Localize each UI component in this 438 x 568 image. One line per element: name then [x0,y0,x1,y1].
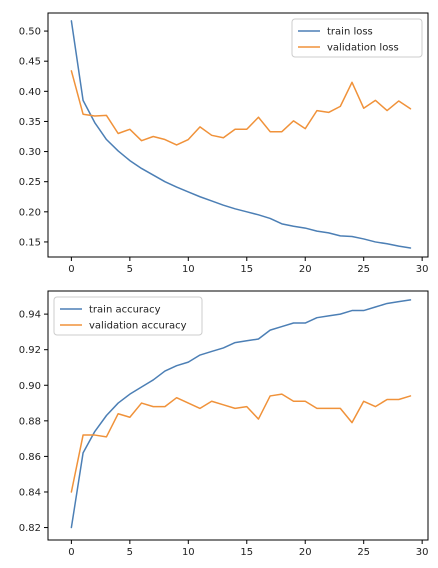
accuracy-x-tick-label: 15 [240,547,253,558]
accuracy-y-tick-label: 0.86 [19,452,41,463]
loss-chart: 0 5 10 15 20 25 30 0.15 0.20 0.25 0.30 0.35 0.40 0.45… [19,12,429,275]
loss-x-tick-label: 10 [182,264,195,275]
accuracy-y-tick-label: 0.82 [19,523,41,534]
accuracy-series-validation-line [70,393,412,493]
loss-legend: train loss validation loss [291,18,423,58]
accuracy-x-tick-label: 25 [357,547,370,558]
loss-x-tick-label: 20 [299,264,312,275]
accuracy-x-tick-label: 10 [182,547,195,558]
loss-y-tick-label: 0.40 [19,87,41,98]
loss-series-validation-line [70,70,412,146]
accuracy-y-tick-label: 0.90 [19,381,41,392]
accuracy-y-tick-label: 0.94 [19,310,41,321]
loss-y-tick-label: 0.50 [19,27,41,38]
loss-y-tick-label: 0.20 [19,207,41,218]
accuracy-legend: train accuracy validation accuracy [53,296,203,336]
loss-x-tick-label: 0 [68,264,74,275]
accuracy-y-tick-label: 0.88 [19,416,41,427]
accuracy-legend-label-validation: validation accuracy [89,321,187,332]
accuracy-x-tick-label: 0 [68,547,74,558]
loss-y-tick-label: 0.15 [19,237,41,248]
loss-axes-frame [47,12,429,258]
accuracy-x-tick-label: 5 [127,547,133,558]
accuracy-series-train-line [70,299,412,529]
accuracy-chart: 0 5 10 15 20 25 30 0.82 0.84 0.86 0.88 0.90 0.92 0.94… [19,290,429,558]
accuracy-x-tick-label: 30 [416,547,429,558]
loss-y-tick-label: 0.45 [19,57,41,68]
loss-x-tick-label: 25 [357,264,370,275]
accuracy-y-tick-label: 0.84 [19,487,41,498]
loss-y-tick-label: 0.35 [19,117,41,128]
accuracy-legend-box [53,296,203,336]
loss-y-tick-label: 0.25 [19,177,41,188]
loss-legend-box [291,18,423,58]
loss-series-train-line [70,20,412,249]
accuracy-x-tick-label: 20 [299,547,312,558]
accuracy-y-tick-label: 0.92 [19,345,41,356]
accuracy-axes-frame [47,290,429,541]
loss-legend-label-train: train loss [327,27,373,38]
loss-x-tick-label: 30 [416,264,429,275]
loss-x-tick-label: 5 [127,264,133,275]
loss-y-tick-label: 0.30 [19,147,41,158]
accuracy-legend-label-train: train accuracy [89,305,161,316]
loss-x-tick-label: 15 [240,264,253,275]
loss-legend-label-validation: validation loss [327,43,399,54]
